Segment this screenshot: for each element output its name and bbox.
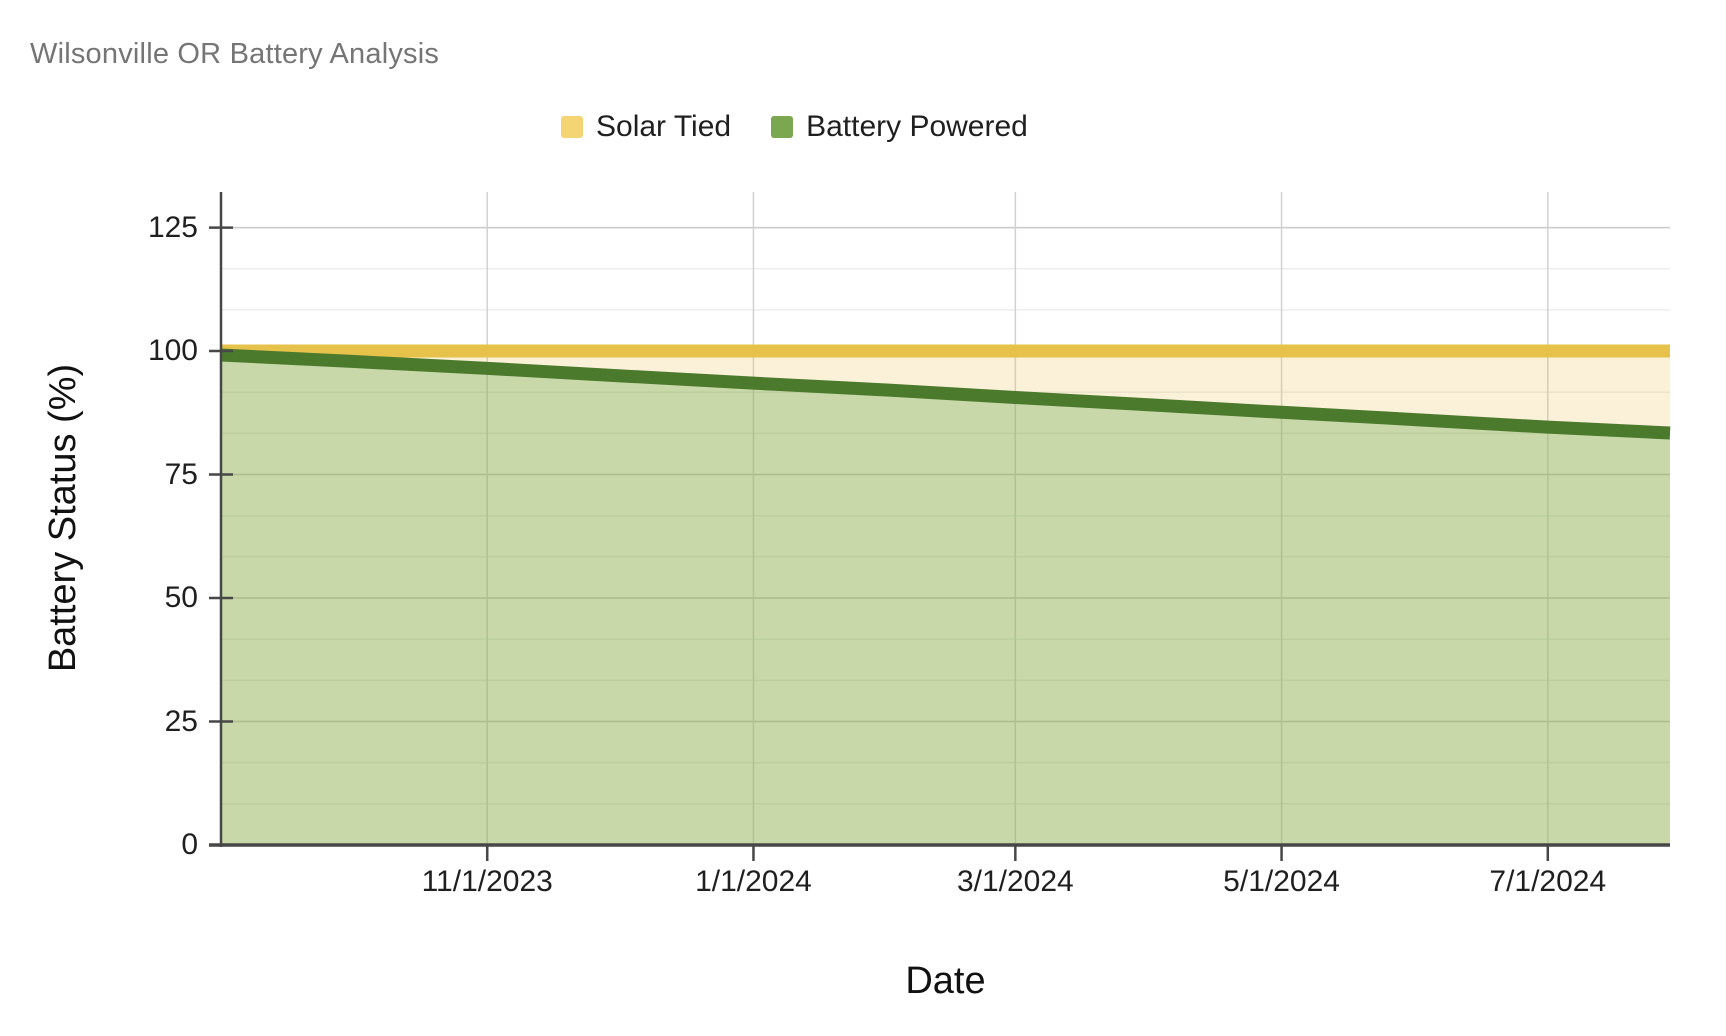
x-tick-label: 1/1/2024 <box>695 865 812 898</box>
chart-title: Wilsonville OR Battery Analysis <box>30 38 440 70</box>
legend-label: Battery Powered <box>806 110 1028 143</box>
y-tick-label: 25 <box>164 704 198 738</box>
axes <box>209 192 1670 847</box>
series-line-battery-powered <box>220 348 1671 440</box>
y-tick-label: 0 <box>181 828 198 861</box>
y-tick-label: 125 <box>147 210 198 244</box>
legend-swatch-icon <box>771 116 794 138</box>
y-tick-label: 100 <box>147 334 198 368</box>
x-axis-title: Date <box>905 960 986 1002</box>
x-tick-label: 3/1/2024 <box>956 865 1074 898</box>
v-gridlines <box>486 192 1549 845</box>
x-tick-label: 7/1/2024 <box>1489 865 1607 898</box>
series-area-solar-tied <box>221 351 1670 845</box>
legend-label: Solar Tied <box>596 110 732 143</box>
x-tick-label: 5/1/2024 <box>1223 865 1340 898</box>
series-area-battery-powered <box>221 355 1670 845</box>
x-tick-label: 11/1/2023 <box>421 865 553 898</box>
legend-item-solar-tied: Solar Tied <box>561 110 731 144</box>
legend-item-battery-powered: Battery Powered <box>771 110 1028 144</box>
h-minor-gridlines <box>221 267 1670 805</box>
legend: Solar Tied Battery Powered <box>561 110 1028 144</box>
y-tick-label: 75 <box>164 457 198 491</box>
tick-marks <box>209 226 1550 861</box>
legend-swatch-icon <box>561 116 583 138</box>
y-tick-label: 50 <box>164 581 198 615</box>
y-axis-title: Battery Status (%) <box>42 363 84 673</box>
